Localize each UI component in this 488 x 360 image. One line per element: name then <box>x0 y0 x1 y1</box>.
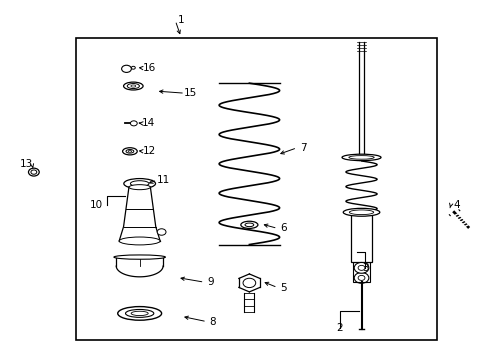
Ellipse shape <box>123 82 143 90</box>
Ellipse shape <box>128 150 131 152</box>
Text: 15: 15 <box>184 88 197 98</box>
Text: 3: 3 <box>362 263 368 273</box>
Text: 7: 7 <box>299 143 305 153</box>
Bar <box>352 262 369 282</box>
Ellipse shape <box>129 185 150 190</box>
Text: 14: 14 <box>141 118 154 128</box>
Ellipse shape <box>131 311 148 316</box>
Circle shape <box>357 265 364 270</box>
Ellipse shape <box>114 255 165 259</box>
Ellipse shape <box>125 310 154 318</box>
Bar <box>76 39 436 339</box>
Ellipse shape <box>28 168 39 176</box>
Text: 4: 4 <box>452 200 459 210</box>
Text: 12: 12 <box>142 146 156 156</box>
Ellipse shape <box>123 179 155 189</box>
Text: 6: 6 <box>280 224 286 233</box>
Circle shape <box>353 273 368 283</box>
Ellipse shape <box>348 156 373 159</box>
Text: 8: 8 <box>209 317 216 327</box>
Ellipse shape <box>343 208 379 216</box>
Circle shape <box>243 278 255 288</box>
Circle shape <box>122 65 131 72</box>
Text: 2: 2 <box>336 323 342 333</box>
Ellipse shape <box>130 181 149 186</box>
Text: 10: 10 <box>90 200 103 210</box>
Ellipse shape <box>119 237 160 245</box>
Text: 9: 9 <box>206 277 213 287</box>
Ellipse shape <box>244 223 253 226</box>
Ellipse shape <box>131 85 136 87</box>
Ellipse shape <box>122 148 137 155</box>
Text: 5: 5 <box>280 283 286 293</box>
Ellipse shape <box>131 66 135 69</box>
Ellipse shape <box>118 307 161 320</box>
Ellipse shape <box>341 154 380 161</box>
Circle shape <box>130 121 137 126</box>
Bar <box>350 214 371 262</box>
Ellipse shape <box>31 170 37 174</box>
Circle shape <box>157 229 165 235</box>
Text: 11: 11 <box>156 175 169 185</box>
Circle shape <box>357 275 364 280</box>
Text: 13: 13 <box>20 159 33 169</box>
Ellipse shape <box>348 210 373 215</box>
Ellipse shape <box>126 149 134 153</box>
Ellipse shape <box>127 84 139 89</box>
Text: 16: 16 <box>142 63 156 73</box>
Ellipse shape <box>241 221 257 228</box>
Text: 1: 1 <box>178 15 184 26</box>
Circle shape <box>353 262 368 273</box>
